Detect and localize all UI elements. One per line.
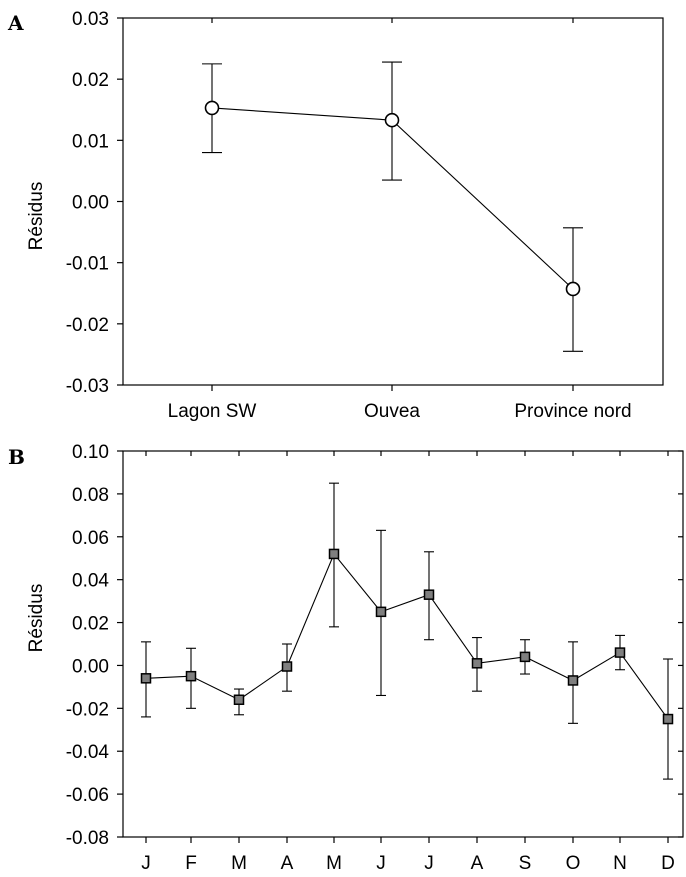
x-tick-label: J (376, 853, 386, 874)
x-tick-label: J (141, 853, 151, 874)
y-tick-label: -0.01 (66, 254, 109, 275)
y-tick-label: 0.08 (72, 485, 109, 506)
x-tick-label: Province nord (514, 401, 631, 422)
data-point (567, 675, 579, 686)
panel-a-letter: A (7, 11, 24, 35)
y-tick-label: -0.03 (66, 376, 109, 397)
panel-a-y-ticks: -0.03 -0.02 -0.01 0.00 0.01 0.02 0.03 (66, 9, 123, 397)
panel-b-plot-frame (122, 450, 684, 838)
panel-b: B Résidus -0.08 -0.06 -0.04 -0.02 0.00 0.02 0.… (8, 442, 684, 874)
panel-a-plot-frame (122, 17, 664, 386)
panel-a-y-axis-title: Résidus (26, 182, 47, 251)
y-tick-label: 0.06 (72, 528, 109, 549)
data-point (384, 112, 400, 128)
y-tick-label: 0.10 (72, 442, 109, 463)
data-point (519, 651, 531, 663)
x-tick-label: Ouvea (364, 401, 420, 422)
x-tick-label: A (471, 853, 484, 874)
data-point (662, 713, 674, 725)
panel-b-series (140, 548, 674, 725)
panel-a: A Résidus -0.03 -0.02 -0.01 0.00 0.01 0.02 0.0… (7, 9, 664, 422)
y-tick-label: 0.03 (72, 9, 109, 30)
x-tick-label: O (566, 853, 581, 874)
panel-b-y-axis-title: Résidus (26, 584, 47, 653)
data-point (471, 658, 483, 669)
x-tick-label: N (613, 853, 627, 874)
data-point (375, 606, 387, 618)
y-tick-label: -0.02 (66, 699, 109, 720)
data-point (423, 589, 435, 600)
data-point (328, 548, 340, 560)
x-tick-label: D (661, 853, 675, 874)
x-tick-label: F (185, 853, 197, 874)
y-tick-label: -0.08 (66, 828, 109, 849)
series-line (145, 552, 669, 720)
panel-b-y-ticks: -0.08 -0.06 -0.04 -0.02 0.00 0.02 0.04 0.06 0.08… (66, 442, 683, 849)
x-tick-label: Lagon SW (168, 401, 257, 422)
x-tick-label: M (231, 853, 247, 874)
y-tick-label: 0.02 (72, 70, 109, 91)
y-tick-label: -0.06 (66, 785, 109, 806)
y-tick-label: -0.02 (66, 315, 109, 336)
x-tick-label: A (281, 853, 294, 874)
y-tick-label: 0.00 (72, 193, 109, 214)
y-tick-label: 0.02 (72, 614, 109, 635)
y-tick-label: 0.04 (72, 571, 109, 592)
data-point (233, 694, 245, 706)
data-point (281, 661, 293, 672)
panel-b-error-bars (141, 482, 673, 780)
y-tick-label: 0.00 (72, 656, 109, 677)
panel-b-letter: B (8, 445, 25, 469)
data-point (185, 670, 197, 682)
panel-a-series (204, 100, 581, 297)
y-tick-label: -0.04 (66, 742, 110, 763)
panel-a-x-ticks: Lagon SW Ouvea Province nord (168, 18, 632, 422)
x-tick-label: M (326, 853, 342, 874)
data-point (140, 673, 152, 684)
x-tick-label: S (519, 853, 532, 874)
y-tick-label: 0.01 (72, 131, 109, 152)
x-tick-label: J (424, 853, 434, 874)
data-point (614, 647, 626, 658)
data-point (565, 281, 581, 297)
data-point (204, 100, 220, 116)
panel-a-error-bars (202, 61, 583, 352)
